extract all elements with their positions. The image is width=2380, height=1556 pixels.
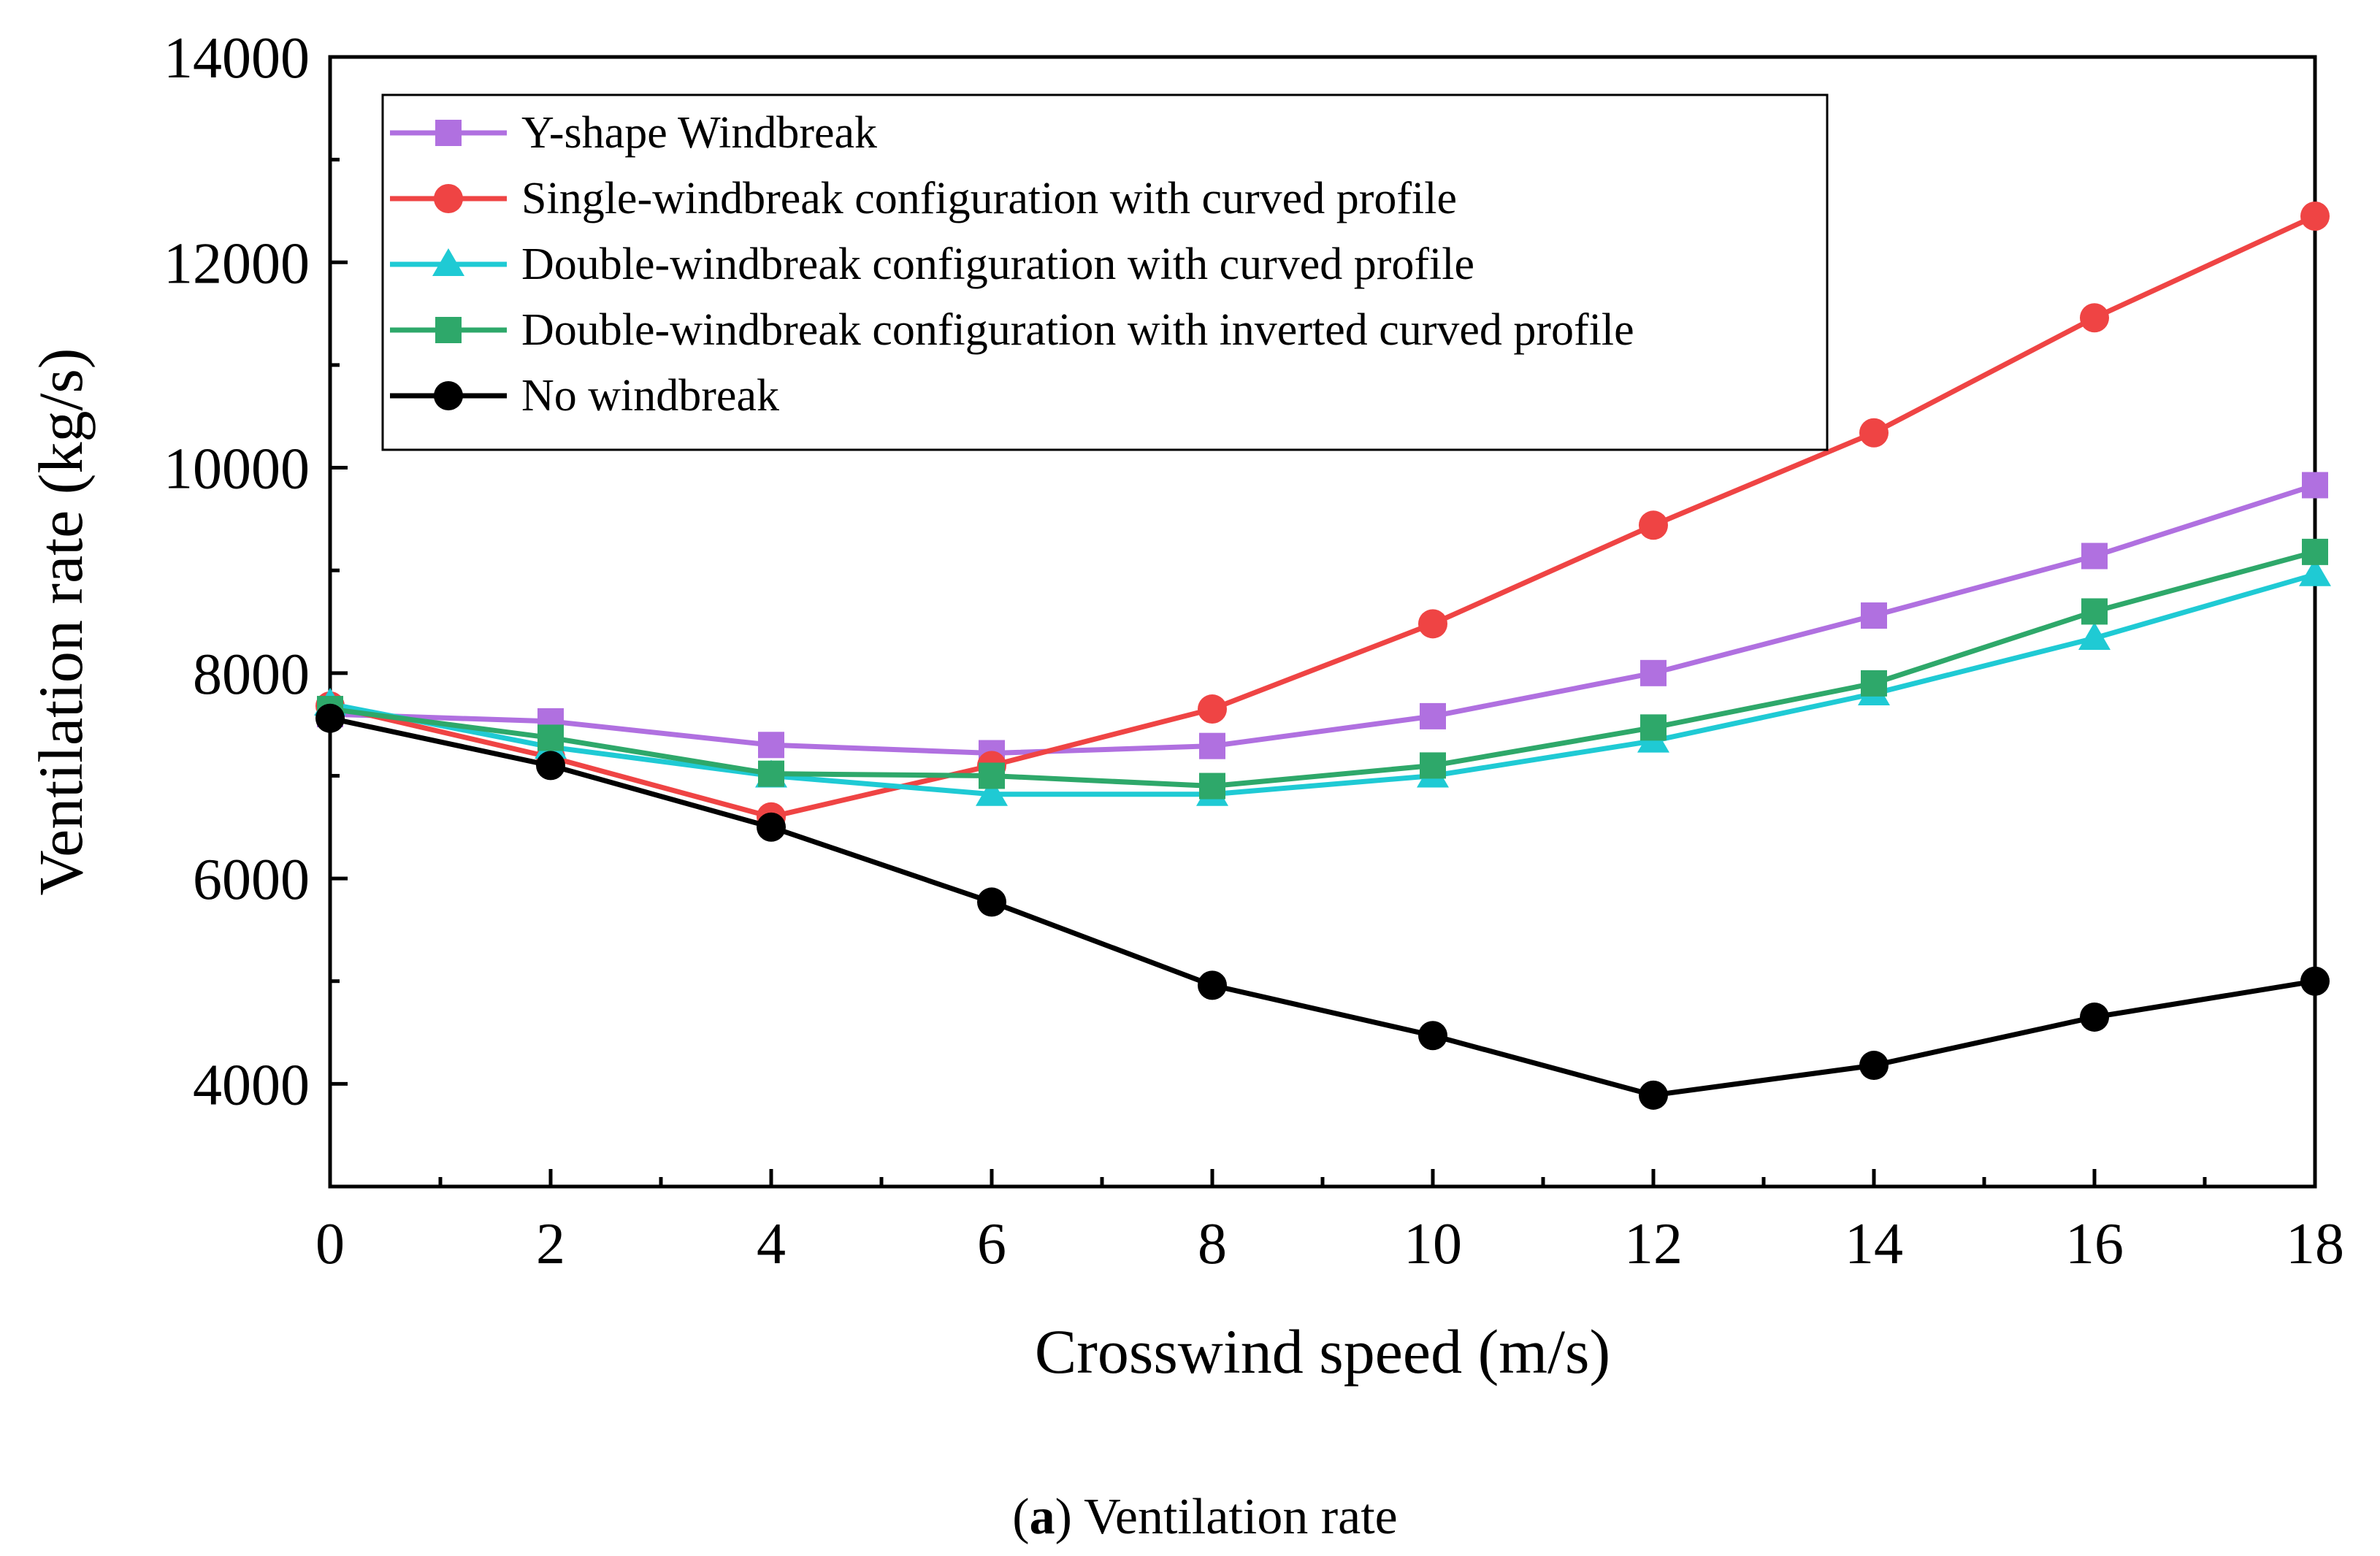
x-tick-label: 0 — [315, 1212, 345, 1276]
x-tick-label: 8 — [1198, 1212, 1227, 1276]
data-point — [1640, 714, 1667, 741]
data-point — [2299, 558, 2331, 586]
caption-prefix: ( — [1012, 1489, 1029, 1545]
x-tick-label: 4 — [757, 1212, 786, 1276]
legend-item: Y-shape Windbreak — [390, 108, 877, 158]
series-1 — [317, 472, 2328, 767]
data-point — [1640, 659, 1667, 686]
x-tick-label: 10 — [1404, 1212, 1462, 1276]
plot-layer: 0 2 4 6 8 10 12 14 16 18 4000 6000 8000 10000 12000 140… — [26, 26, 2344, 1387]
x-tick-label: 12 — [1624, 1212, 1683, 1276]
legend-box — [381, 93, 1829, 451]
data-point — [1199, 773, 1225, 800]
data-point — [2078, 622, 2111, 651]
data-point — [1639, 1080, 1668, 1110]
data-point — [977, 887, 1006, 917]
data-point — [2300, 966, 2330, 996]
data-point — [2302, 472, 2328, 499]
data-point — [1198, 694, 1227, 724]
legend-marker — [434, 381, 463, 410]
x-axis-label: Crosswind speed (m/s) — [1035, 1317, 1610, 1387]
caption-text: ) Ventilation rate — [1055, 1489, 1398, 1545]
series-3 — [314, 558, 2331, 806]
data-point — [2300, 201, 2330, 231]
data-point — [536, 751, 565, 781]
data-point — [1198, 970, 1227, 1000]
series-5 — [315, 703, 2330, 1110]
series-line — [329, 483, 2316, 756]
data-point — [537, 724, 564, 751]
y-tick-label: 12000 — [164, 231, 310, 296]
data-point — [979, 762, 1005, 789]
y-tick-label: 10000 — [164, 437, 310, 502]
data-point — [1639, 510, 1668, 540]
series-line — [329, 213, 2316, 820]
legend-label: No windbreak — [521, 371, 779, 421]
data-point — [1420, 702, 1446, 729]
legend-marker — [435, 120, 462, 146]
data-point — [1418, 1021, 1447, 1051]
data-point — [758, 760, 784, 787]
data-point — [1859, 418, 1889, 448]
x-tick-label: 16 — [2065, 1212, 2124, 1276]
data-point — [315, 703, 345, 733]
legend-label: Double-windbreak configuration with inve… — [521, 305, 1634, 355]
data-point — [2081, 543, 2108, 570]
series-line — [329, 572, 2316, 797]
data-point — [1861, 670, 1887, 697]
data-point — [1199, 732, 1225, 759]
legend-item: Single-windbreak configuration with curv… — [390, 174, 1457, 223]
caption: (a) Ventilation rate — [1012, 1489, 1397, 1545]
data-point — [2081, 598, 2108, 625]
x-tick-label: 14 — [1845, 1212, 1903, 1276]
data-point — [1859, 1051, 1889, 1081]
y-tick-label: 6000 — [193, 848, 310, 912]
y-tick-label: 4000 — [193, 1053, 310, 1117]
data-point — [2080, 1002, 2109, 1032]
data-point — [1861, 602, 1887, 629]
caption-letter: a — [1030, 1489, 1055, 1545]
y-axis-label: Ventilation rate (kg/s) — [26, 348, 96, 896]
legend-item: Double-windbreak configuration with curv… — [390, 239, 1474, 289]
series-line — [329, 549, 2316, 789]
data-point — [2080, 303, 2109, 333]
x-tick-label: 2 — [536, 1212, 565, 1276]
legend-marker — [432, 248, 464, 276]
data-point — [758, 732, 784, 759]
y-tick-label: 8000 — [193, 643, 310, 707]
legend-label: Single-windbreak configuration with curv… — [521, 174, 1457, 223]
legend-label: Y-shape Windbreak — [521, 108, 877, 158]
data-point — [757, 812, 786, 842]
legend-marker — [434, 184, 463, 213]
legend-label: Double-windbreak configuration with curv… — [521, 239, 1474, 289]
data-point — [1418, 609, 1447, 639]
data-point — [976, 778, 1008, 806]
x-tick-label: 18 — [2286, 1212, 2344, 1276]
series-line — [329, 716, 2316, 1098]
legend-item: Double-windbreak configuration with inve… — [390, 305, 1634, 355]
data-point — [1420, 752, 1446, 779]
legend: Y-shape Windbreak Single-windbreak config… — [381, 93, 1829, 451]
data-point — [2302, 538, 2328, 565]
y-tick-label: 14000 — [164, 26, 310, 91]
legend-item: No windbreak — [390, 371, 779, 421]
x-tick-label: 6 — [977, 1212, 1006, 1276]
legend-marker — [435, 317, 462, 343]
